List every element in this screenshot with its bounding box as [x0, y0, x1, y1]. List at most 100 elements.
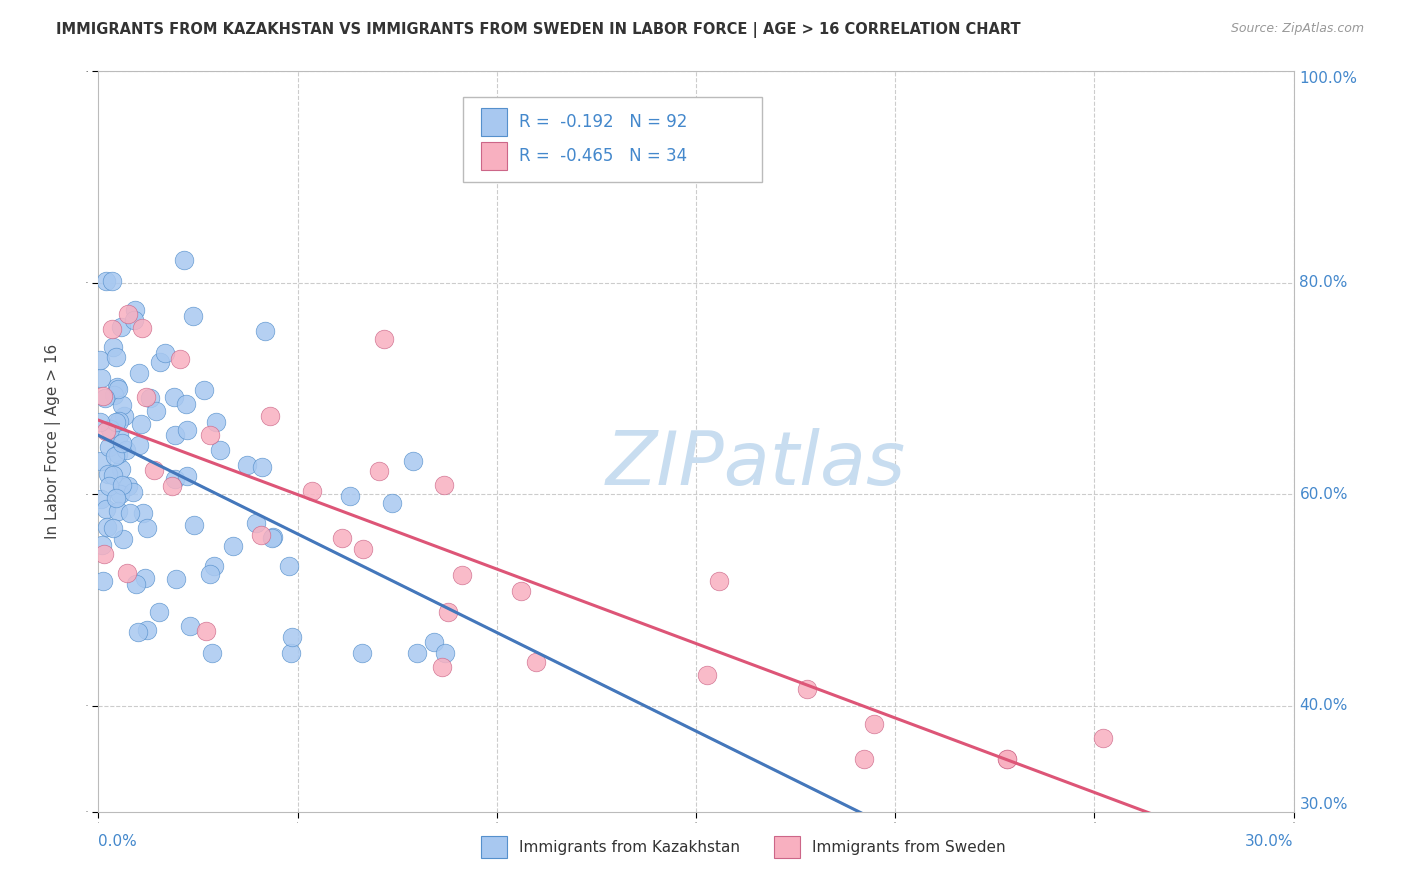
Point	[350, 646, 373, 660]
Point	[176, 423, 198, 437]
Point	[796, 682, 818, 697]
Point	[93, 547, 115, 561]
Point	[509, 584, 531, 599]
Text: Immigrants from Kazakhstan: Immigrants from Kazakhstan	[519, 839, 740, 855]
Point	[169, 351, 191, 366]
Point	[121, 485, 143, 500]
Point	[120, 506, 142, 520]
Point	[104, 449, 127, 463]
Point	[100, 322, 122, 336]
Point	[381, 496, 404, 510]
Point	[94, 501, 117, 516]
Point	[111, 398, 134, 412]
Text: 40.0%: 40.0%	[1299, 698, 1348, 714]
Point	[122, 312, 145, 326]
FancyBboxPatch shape	[463, 97, 762, 183]
Point	[174, 397, 197, 411]
Point	[430, 660, 453, 674]
Point	[135, 623, 157, 637]
Point	[110, 319, 132, 334]
Point	[107, 382, 129, 396]
FancyBboxPatch shape	[773, 836, 800, 858]
Point	[176, 468, 198, 483]
Point	[128, 438, 150, 452]
Point	[339, 489, 361, 503]
Point	[89, 352, 111, 367]
Point	[163, 390, 186, 404]
Point	[142, 463, 165, 477]
Point	[94, 391, 117, 405]
Point	[110, 462, 132, 476]
Point	[112, 533, 135, 547]
Point	[373, 333, 395, 347]
FancyBboxPatch shape	[481, 142, 508, 169]
Point	[352, 541, 374, 556]
Point	[451, 568, 474, 582]
Point	[94, 424, 117, 438]
Point	[97, 467, 120, 481]
Point	[131, 507, 153, 521]
Point	[91, 389, 114, 403]
Point	[367, 464, 389, 478]
Point	[863, 717, 886, 731]
Text: 100.0%: 100.0%	[1299, 71, 1358, 87]
Point	[131, 417, 153, 432]
Point	[280, 646, 302, 660]
Text: 80.0%: 80.0%	[1299, 276, 1348, 291]
Point	[330, 532, 353, 546]
Point	[97, 479, 120, 493]
Point	[198, 428, 221, 442]
Point	[249, 528, 271, 542]
Point	[100, 422, 122, 436]
Text: 0.0%: 0.0%	[98, 834, 138, 849]
Point	[111, 478, 134, 492]
Point	[183, 517, 205, 532]
Text: 60.0%: 60.0%	[1299, 487, 1348, 502]
Point	[202, 558, 225, 573]
Point	[89, 416, 111, 430]
Point	[853, 752, 876, 766]
Point	[262, 530, 284, 544]
Point	[124, 303, 146, 318]
Point	[281, 630, 304, 644]
Point	[433, 478, 456, 492]
Point	[112, 409, 135, 423]
Point	[995, 752, 1018, 766]
Point	[90, 371, 112, 385]
Point	[259, 409, 281, 423]
Point	[145, 404, 167, 418]
Point	[131, 320, 153, 334]
Point	[165, 572, 187, 586]
Point	[107, 427, 129, 442]
Point	[696, 668, 718, 682]
FancyBboxPatch shape	[481, 836, 508, 858]
Point	[105, 415, 128, 429]
Point	[198, 567, 221, 582]
Point	[707, 574, 730, 588]
Point	[173, 253, 195, 268]
Point	[179, 619, 201, 633]
Point	[108, 414, 131, 428]
Point	[117, 479, 139, 493]
Point	[195, 624, 218, 638]
Text: IMMIGRANTS FROM KAZAKHSTAN VS IMMIGRANTS FROM SWEDEN IN LABOR FORCE | AGE > 16 C: IMMIGRANTS FROM KAZAKHSTAN VS IMMIGRANTS…	[56, 22, 1021, 38]
Point	[108, 486, 131, 500]
Point	[90, 491, 112, 506]
Point	[94, 274, 117, 288]
Point	[135, 521, 157, 535]
Point	[101, 274, 124, 288]
Point	[103, 467, 125, 482]
Point	[125, 577, 148, 591]
Point	[107, 448, 129, 462]
Point	[104, 491, 127, 505]
Point	[149, 355, 172, 369]
FancyBboxPatch shape	[481, 108, 508, 136]
Point	[254, 324, 277, 338]
Text: 30.0%: 30.0%	[1299, 797, 1348, 812]
Point	[104, 350, 127, 364]
Point	[437, 605, 460, 619]
Point	[105, 379, 128, 393]
Text: In Labor Force | Age > 16: In Labor Force | Age > 16	[45, 344, 60, 539]
Point	[91, 574, 114, 588]
Point	[193, 384, 215, 398]
